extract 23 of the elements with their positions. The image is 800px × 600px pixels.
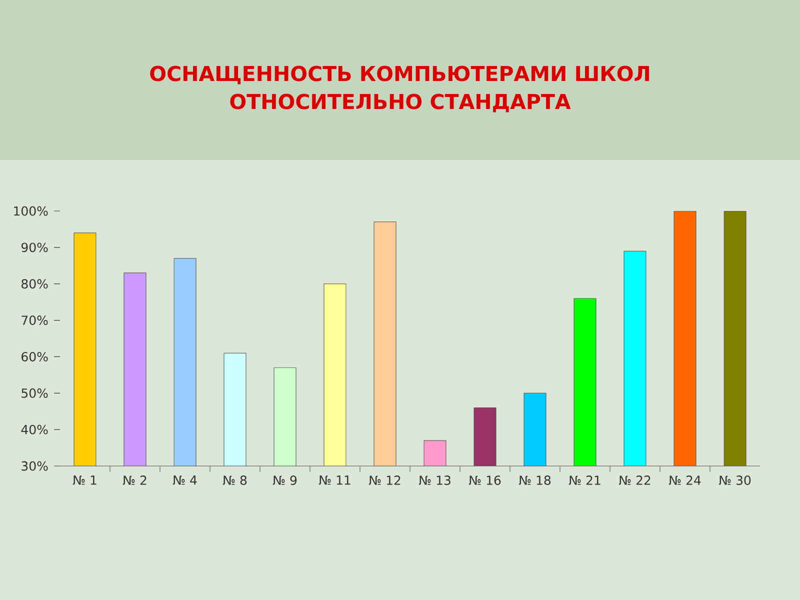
x-tick-label: № 12 (368, 476, 400, 485)
chart-title: ОСНАЩЕННОСТЬ КОМПЬЮТЕРАМИ ШКОЛ ОТНОСИТЕЛЬНО СТАНДАРТА (150, 66, 649, 112)
x-tick-label: № 18 (518, 476, 551, 485)
y-tick-label: 60% (22, 352, 48, 362)
y-tick-label: 80% (22, 279, 48, 289)
x-tick-label: № 2 (122, 476, 146, 485)
y-tick-label: 40% (21, 424, 48, 434)
x-tick-label: № 4 (172, 476, 197, 485)
x-tick-label: № 9 (272, 476, 297, 485)
x-tick-label: № 30 (718, 476, 751, 485)
x-tick-label: № 13 (418, 476, 450, 485)
x-tick-label: № 16 (468, 476, 501, 485)
x-tick-label: № 22 (618, 476, 650, 485)
y-tick-label: 70% (22, 316, 48, 326)
y-tick-label: 50% (22, 388, 48, 398)
x-tick-label: № 24 (668, 476, 701, 485)
x-tick-label: № 21 (568, 476, 600, 485)
x-tick-label: № 8 (222, 476, 247, 485)
y-tick-label: 100% (14, 206, 48, 216)
y-tick-label: 30% (22, 461, 48, 471)
x-tick-label: № 11 (318, 476, 350, 485)
y-tick-label: 90% (21, 242, 48, 252)
x-tick-label: № 1 (72, 476, 96, 485)
